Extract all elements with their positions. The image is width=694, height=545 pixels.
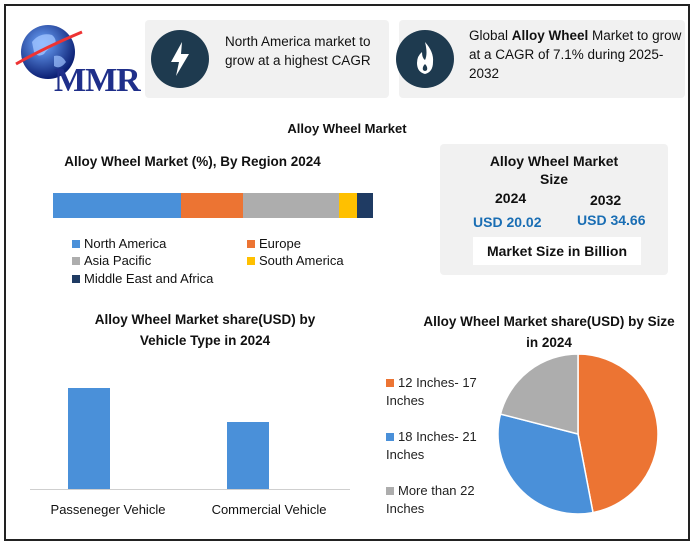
legend-swatch xyxy=(386,487,394,495)
year-2032-label: 2032 xyxy=(590,192,622,208)
legend-swatch xyxy=(386,379,394,387)
legend-item-north-america: North America xyxy=(72,236,166,251)
bar-commercial-vehicle xyxy=(227,422,269,489)
legend-item-south-america: South America xyxy=(247,253,344,268)
bar-passeneger-vehicle xyxy=(68,388,110,489)
segment-europe xyxy=(181,193,244,218)
highlight-text: North America market to grow at a highes… xyxy=(225,34,371,68)
segment-south-america xyxy=(339,193,357,218)
highlight-text-post: Market to grow at a CAGR of 7.1% during … xyxy=(469,28,682,81)
legend-label: South America xyxy=(259,253,344,268)
legend-swatch xyxy=(72,256,80,265)
pie-legend-18-21: 18 Inches- 21 Inches xyxy=(386,428,496,464)
market-size-card: Alloy Wheel Market Size 2024 2032 USD 20… xyxy=(440,144,668,275)
legend-item-middle-east-africa: Middle East and Africa xyxy=(72,271,213,286)
globe-icon xyxy=(15,25,83,79)
highlight-text-pre: Global xyxy=(469,28,512,43)
vehicle-chart-title: Alloy Wheel Market share(USD) by Vehicle… xyxy=(94,312,316,348)
segment-north-america xyxy=(53,193,181,218)
legend-item-europe: Europe xyxy=(247,236,301,251)
legend-item-asia-pacific: Asia Pacific xyxy=(72,253,151,268)
legend-label: 12 Inches- 17 Inches xyxy=(386,375,477,408)
segment-asia-pacific xyxy=(243,193,340,218)
highlight-card-north-america: North America market to grow at a highes… xyxy=(145,20,389,98)
legend-label: Middle East and Africa xyxy=(84,271,214,286)
year-2024-label: 2024 xyxy=(495,190,527,206)
mmr-logo: MMR xyxy=(14,18,141,99)
legend-label: More than 22 Inches xyxy=(386,483,475,516)
x-tick-label: Commercial Vehicle xyxy=(211,502,327,517)
legend-label: North America xyxy=(84,236,167,251)
region-chart-title: Alloy Wheel Market (%), By Region 2024 xyxy=(64,154,321,169)
highlight-text: Global Alloy Wheel Market to grow at a C… xyxy=(469,26,683,83)
x-tick-label: Passeneger Vehicle xyxy=(50,502,166,517)
flame-icon xyxy=(396,30,454,88)
pie-legend-22-plus: More than 22 Inches xyxy=(386,482,496,518)
highlight-card-global-cagr: Global Alloy Wheel Market to grow at a C… xyxy=(396,20,685,98)
lightning-icon xyxy=(151,30,209,88)
infographic-frame xyxy=(4,4,690,541)
highlight-text-bold: Alloy Wheel xyxy=(511,28,589,43)
legend-swatch xyxy=(72,239,80,248)
legend-label: Europe xyxy=(259,236,301,251)
pie-legend-12-17: 12 Inches- 17 Inches xyxy=(386,374,496,410)
legend-swatch xyxy=(72,274,80,283)
x-axis-line xyxy=(30,489,350,490)
value-2032: USD 34.66 xyxy=(577,212,646,228)
legend-swatch xyxy=(247,239,255,248)
legend-label: Asia Pacific xyxy=(84,253,152,268)
legend-swatch xyxy=(247,256,255,265)
segment-middle-east-and-africa xyxy=(356,193,373,218)
logo-text: MMR xyxy=(54,62,141,99)
main-title: Alloy Wheel Market xyxy=(287,121,407,136)
legend-label: 18 Inches- 21 Inches xyxy=(386,429,477,462)
market-size-unit: Market Size in Billion xyxy=(473,237,641,265)
value-2024: USD 20.02 xyxy=(473,214,542,230)
size-chart-title: Alloy Wheel Market share(USD) by Size in… xyxy=(423,314,675,350)
region-stacked-bar xyxy=(53,193,373,218)
legend-swatch xyxy=(386,433,394,441)
market-size-title: Alloy Wheel Market Size xyxy=(489,153,619,187)
